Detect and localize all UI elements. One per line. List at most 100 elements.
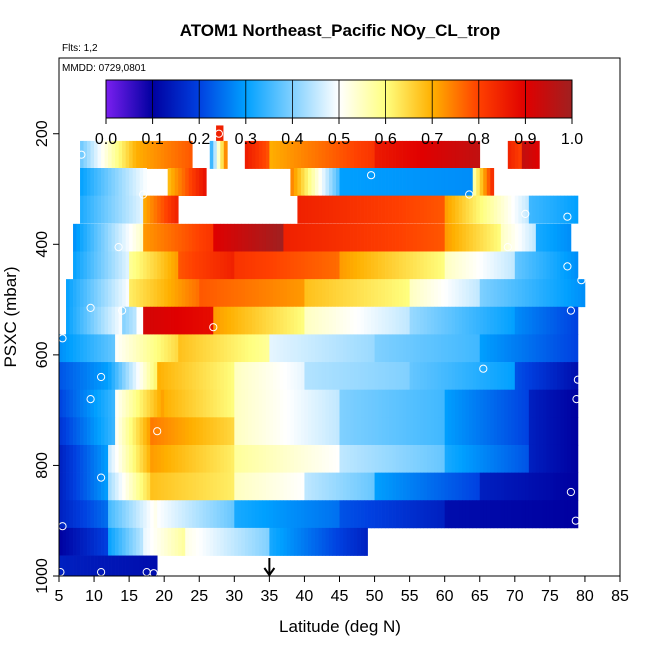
heatmap-cell xyxy=(255,251,260,280)
heatmap-cell xyxy=(395,500,400,529)
heatmap-cell xyxy=(94,389,98,418)
heatmap-cell xyxy=(171,334,176,363)
heatmap-cell xyxy=(157,334,162,363)
heatmap-cell xyxy=(122,279,126,308)
heatmap-cell xyxy=(129,527,133,556)
heatmap-cell xyxy=(360,417,365,446)
heatmap-cell xyxy=(265,140,270,169)
heatmap-cell xyxy=(406,444,410,473)
heatmap-cell xyxy=(157,417,162,446)
heatmap-cell xyxy=(507,195,512,224)
heatmap-cell xyxy=(90,555,95,576)
heatmap-cell xyxy=(129,555,133,576)
heatmap-cell xyxy=(171,223,176,252)
heatmap-cell xyxy=(367,223,372,252)
heatmap-cell xyxy=(118,555,123,576)
heatmap-cell xyxy=(563,444,568,473)
heatmap-cell xyxy=(507,389,512,418)
heatmap-cell xyxy=(416,279,421,308)
observation-point xyxy=(97,372,106,382)
heatmap-cell xyxy=(311,334,316,363)
heatmap-cell xyxy=(563,362,568,391)
heatmap-cell xyxy=(343,362,347,391)
heatmap-cell xyxy=(262,389,267,418)
heatmap-cell xyxy=(115,195,119,224)
heatmap-cell xyxy=(213,362,218,391)
heatmap-cell xyxy=(430,251,435,280)
heatmap-cell xyxy=(574,500,579,529)
heatmap-cell xyxy=(462,444,467,473)
heatmap-cell xyxy=(497,306,502,335)
heatmap-cell xyxy=(528,223,533,252)
heatmap-cell xyxy=(490,195,495,224)
heatmap-cell xyxy=(251,444,256,473)
heatmap-cell xyxy=(115,334,119,363)
heatmap-cell xyxy=(174,472,179,501)
heatmap-cell xyxy=(220,444,225,473)
heatmap-cell xyxy=(535,279,540,308)
heatmap-cell xyxy=(500,472,505,501)
heatmap-cell xyxy=(132,389,137,418)
heatmap-cell xyxy=(504,279,509,308)
heatmap-cell xyxy=(497,251,502,280)
heatmap-cell xyxy=(195,500,200,529)
heatmap-cell xyxy=(300,389,305,418)
heatmap-cell xyxy=(371,223,375,252)
heatmap-cell xyxy=(455,500,460,529)
heatmap-cell xyxy=(283,444,288,473)
heatmap-cell xyxy=(325,527,330,556)
heatmap-cell xyxy=(76,223,81,252)
heatmap-cell xyxy=(402,251,407,280)
heatmap-cell xyxy=(581,279,586,308)
heatmap-cell xyxy=(241,417,246,446)
heatmap-cell xyxy=(80,527,84,556)
heatmap-cell xyxy=(101,527,105,556)
heatmap-cell xyxy=(339,140,344,169)
heatmap-cell xyxy=(392,168,396,196)
heatmap-cell xyxy=(258,417,263,446)
heatmap-cell xyxy=(570,306,575,335)
heatmap-cell xyxy=(195,279,200,308)
heatmap-cell xyxy=(66,444,70,473)
heatmap-cell xyxy=(479,334,484,363)
heatmap-cell xyxy=(409,168,414,196)
heatmap-cell xyxy=(279,527,284,556)
date-annotation: MMDD: 0729,0801 xyxy=(62,63,146,74)
heatmap-cell xyxy=(171,279,176,308)
observation-point xyxy=(86,395,95,404)
heatmap-cell xyxy=(87,140,91,169)
heatmap-cell xyxy=(500,251,505,280)
heatmap-cell xyxy=(139,279,144,308)
heatmap-cell xyxy=(129,168,133,196)
heatmap-cell xyxy=(339,444,344,473)
heatmap-cell xyxy=(94,223,98,252)
heatmap-cell xyxy=(311,362,316,391)
heatmap-cell xyxy=(479,417,484,446)
heatmap-cell xyxy=(143,168,148,196)
heatmap-cell xyxy=(290,168,295,196)
heatmap-cell xyxy=(430,389,435,418)
heatmap-cell xyxy=(430,306,435,335)
heatmap-cell xyxy=(462,251,467,280)
heatmap-cell xyxy=(171,251,176,280)
heatmap-cell xyxy=(234,500,239,529)
heatmap-cell xyxy=(574,306,579,335)
heatmap-cell xyxy=(237,472,242,501)
heatmap-cell xyxy=(192,527,197,556)
heatmap-cell xyxy=(434,279,439,308)
heatmap-cell xyxy=(525,195,530,224)
heatmap-cell xyxy=(66,472,70,501)
heatmap-cell xyxy=(427,223,432,252)
heatmap-cell xyxy=(101,306,105,335)
heatmap-cell xyxy=(132,334,137,363)
heatmap-cell xyxy=(437,140,442,169)
heatmap-cell xyxy=(262,223,267,252)
heatmap-cell xyxy=(556,195,561,224)
heatmap-cell xyxy=(125,251,130,280)
heatmap-cell xyxy=(269,417,274,446)
heatmap-cell xyxy=(335,417,340,446)
heatmap-cell xyxy=(472,168,477,196)
heatmap-cell xyxy=(297,527,302,556)
heatmap-cell xyxy=(458,306,463,335)
heatmap-cell xyxy=(265,527,270,556)
